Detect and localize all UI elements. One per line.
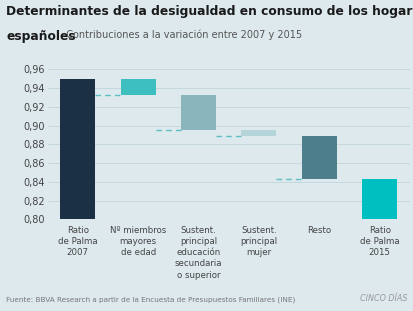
Text: Fuente: BBVA Research a partir de la Encuesta de Presupuestos Familiares (INE): Fuente: BBVA Research a partir de la Enc…: [6, 297, 295, 303]
Bar: [180, 95, 216, 130]
Bar: [60, 79, 95, 219]
Bar: [301, 136, 336, 179]
Bar: [241, 130, 276, 136]
Bar: [361, 179, 396, 219]
Text: Contribuciones a la variación entre 2007 y 2015: Contribuciones a la variación entre 2007…: [60, 30, 301, 40]
Text: españoles: españoles: [6, 30, 76, 43]
Bar: [120, 79, 155, 95]
Text: Determinantes de la desigualdad en consumo de los hogares: Determinantes de la desigualdad en consu…: [6, 5, 413, 18]
Text: CINCO DÍAS: CINCO DÍAS: [359, 294, 407, 303]
